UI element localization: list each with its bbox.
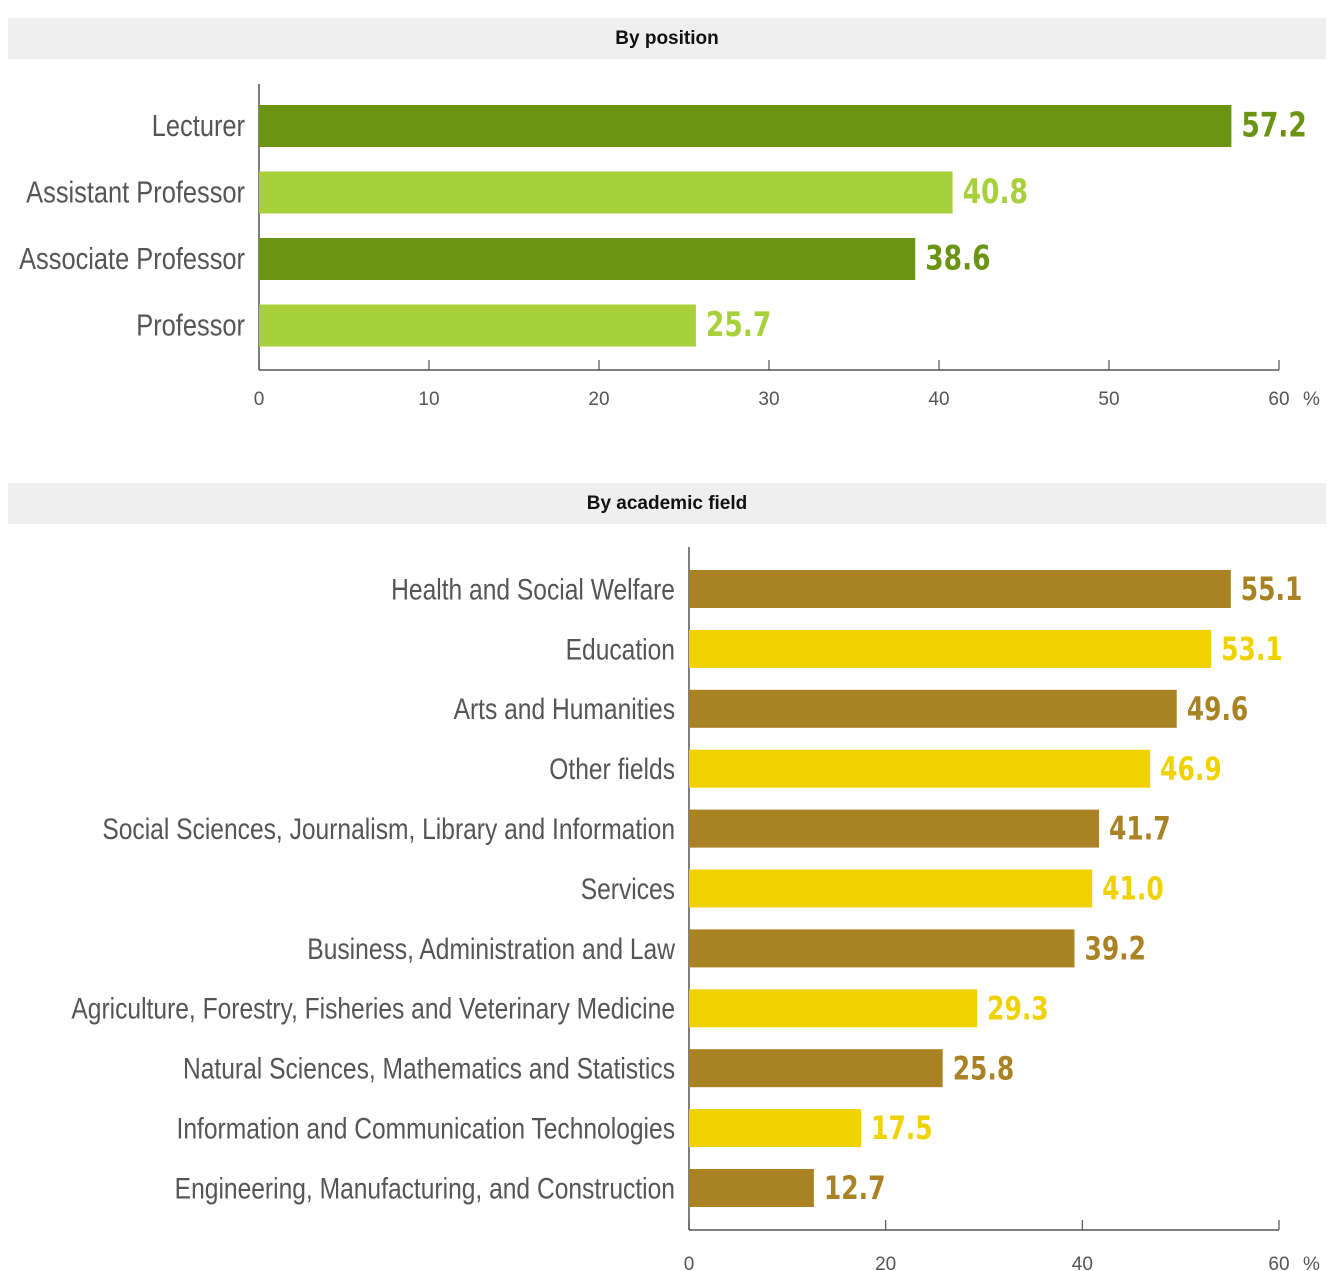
value-label: 46.9 bbox=[1160, 750, 1222, 788]
x-tick-label: 0 bbox=[254, 389, 265, 410]
bar bbox=[689, 929, 1075, 968]
value-label: 17.5 bbox=[871, 1109, 933, 1147]
value-label: 55.1 bbox=[1241, 570, 1303, 608]
x-tick-label: 30 bbox=[758, 389, 779, 410]
bar bbox=[689, 689, 1177, 728]
value-label: 41.0 bbox=[1102, 870, 1164, 908]
category-label: Other fields bbox=[549, 752, 675, 786]
value-label: 41.7 bbox=[1109, 810, 1171, 848]
x-tick-label: 60 bbox=[1268, 1254, 1289, 1271]
x-tick-label: 40 bbox=[928, 389, 949, 410]
value-label: 29.3 bbox=[987, 989, 1049, 1027]
category-label: Associate Professor bbox=[19, 242, 245, 277]
value-label: 53.1 bbox=[1221, 630, 1283, 668]
x-tick-label: 50 bbox=[1098, 389, 1119, 410]
category-label: Social Sciences, Journalism, Library and… bbox=[102, 812, 675, 846]
value-label: 40.8 bbox=[963, 173, 1028, 212]
bar bbox=[689, 989, 978, 1028]
category-label: Business, Administration and Law bbox=[307, 931, 675, 965]
bar bbox=[259, 304, 696, 347]
x-tick-label: 40 bbox=[1072, 1254, 1093, 1271]
category-label: Arts and Humanities bbox=[454, 692, 675, 726]
chart-title-by-academic-field: By academic field bbox=[8, 483, 1326, 524]
position-bar-chart: 0 10 20 30 40 50 60 % Lecturer 57.2 Assistant Prof… bbox=[19, 84, 1320, 410]
x-axis-unit: % bbox=[1303, 1254, 1320, 1271]
category-label: Lecturer bbox=[152, 109, 245, 144]
bar bbox=[259, 238, 916, 280]
bar bbox=[259, 171, 953, 214]
bar bbox=[689, 869, 1093, 908]
bar bbox=[689, 1049, 943, 1088]
category-label: Professor bbox=[136, 308, 245, 343]
value-label: 49.6 bbox=[1187, 690, 1249, 728]
value-label: 39.2 bbox=[1084, 929, 1146, 967]
value-label: 38.6 bbox=[925, 239, 990, 278]
category-label: Health and Social Welfare bbox=[391, 572, 675, 606]
x-tick-label: 20 bbox=[588, 389, 609, 410]
x-tick-label: 60 bbox=[1268, 389, 1289, 410]
category-label: Services bbox=[581, 872, 675, 906]
category-label: Education bbox=[566, 632, 675, 666]
value-label: 25.7 bbox=[706, 306, 771, 345]
category-label: Information and Communication Technologi… bbox=[177, 1111, 675, 1145]
category-label: Assistant Professor bbox=[26, 175, 245, 210]
x-tick-label: 20 bbox=[875, 1254, 896, 1271]
value-label: 25.8 bbox=[953, 1049, 1015, 1087]
x-tick-label: 0 bbox=[684, 1254, 695, 1271]
category-label: Agriculture, Forestry, Fisheries and Vet… bbox=[71, 991, 675, 1025]
bar bbox=[689, 629, 1212, 668]
x-tick-label: 10 bbox=[418, 389, 439, 410]
bar bbox=[689, 1169, 814, 1207]
bar bbox=[259, 105, 1232, 147]
bar bbox=[689, 809, 1100, 848]
category-label: Engineering, Manufacturing, and Construc… bbox=[175, 1171, 675, 1205]
bar bbox=[689, 749, 1151, 788]
value-label: 57.2 bbox=[1241, 106, 1306, 145]
x-axis-unit: % bbox=[1303, 389, 1320, 410]
chart-title-by-position: By position bbox=[8, 18, 1326, 59]
value-label: 12.7 bbox=[824, 1169, 886, 1207]
bar bbox=[689, 570, 1231, 608]
bar bbox=[689, 1109, 862, 1148]
category-label: Natural Sciences, Mathematics and Statis… bbox=[183, 1051, 675, 1085]
